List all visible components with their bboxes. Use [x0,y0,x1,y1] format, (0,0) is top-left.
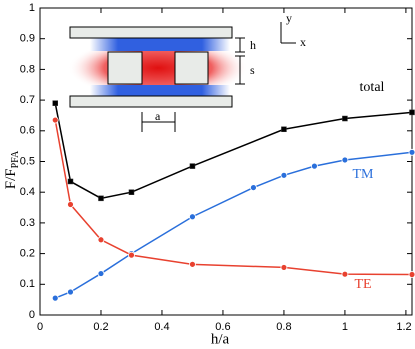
inset-label: h [250,38,256,52]
inset: y x h s a [68,11,306,132]
marker [408,271,415,278]
series-line [54,151,413,299]
marker [281,126,287,133]
marker [67,288,74,296]
x-tick-label: 0 [37,321,43,333]
field-tm [90,85,230,97]
inset-label: y [286,11,292,25]
marker [189,260,196,268]
y-tick-label: 0.8 [20,63,35,75]
marker [67,178,74,185]
marker [280,171,288,179]
marker [341,270,349,278]
y-tick-label: 0.3 [20,217,35,229]
marker [341,156,349,164]
x-tick-label: 0.8 [276,321,291,333]
inset-label: a [155,109,161,123]
marker [250,184,257,191]
marker [97,236,105,244]
y-tick-label: 0.4 [20,186,35,198]
inset-label: x [300,35,306,49]
inset-label: s [250,63,255,77]
field-tm [90,37,230,51]
y-tick-label: 0.2 [20,248,35,260]
marker [52,100,58,106]
x-axis-label: h/a [211,331,230,347]
y-tick-label: 0.7 [20,94,35,106]
marker [409,109,415,116]
y-axis-label: F/FPFA [3,150,21,189]
marker [51,116,59,124]
marker [311,162,318,170]
y-tick-label: 0.5 [20,155,35,167]
marker [128,251,135,259]
marker [189,163,196,169]
series-line [54,103,413,200]
y-tick-label: 0 [29,309,35,321]
y-tick-label: 0.1 [20,278,35,290]
y-tick-label: 0.6 [20,125,35,137]
marker [67,201,74,208]
y-tick-label: 1 [29,2,35,14]
marker [97,270,105,277]
marker [342,115,348,122]
marker [128,189,135,195]
series-line [54,119,413,276]
x-tick-label: 0.2 [93,321,108,333]
series-label: TE [354,277,371,292]
series-label: total [360,80,385,95]
x-tick-label: 0.6 [215,321,230,333]
axes-icon [280,22,296,44]
y-label-sub: PFA [10,150,21,168]
y-label-main: F/F [3,168,19,189]
marker [98,195,104,202]
marker [51,294,59,302]
series-label: TM [353,167,375,182]
plate [69,26,233,39]
block [107,51,143,85]
marker [189,213,196,221]
block [174,51,209,85]
x-tick-label: 1.2 [396,321,411,333]
marker [280,264,288,271]
x-tick-label: 0.4 [154,321,169,333]
plate [69,95,233,108]
dimension-lines [141,37,245,132]
y-tick-label: 0.9 [20,33,35,45]
marker [408,148,415,156]
x-tick-label: 1 [342,321,348,333]
